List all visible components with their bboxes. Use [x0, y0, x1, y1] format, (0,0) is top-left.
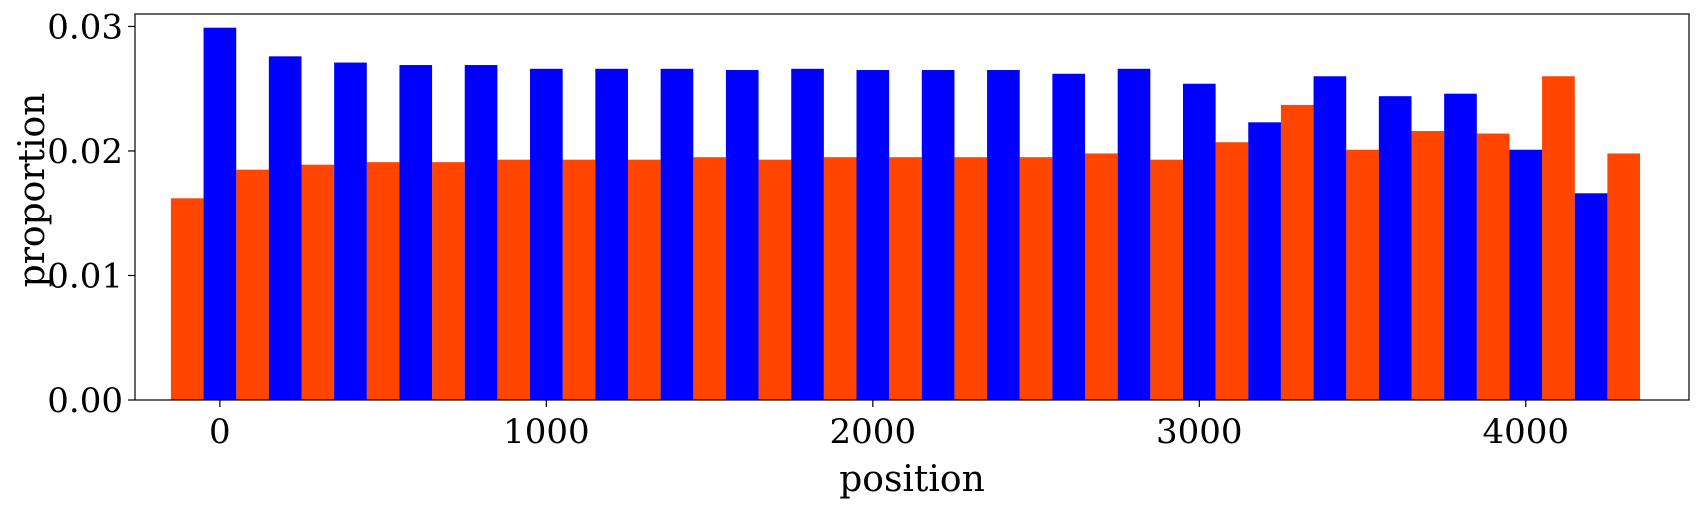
bar-blue-21 [1574, 193, 1608, 400]
bar-blue-6 [595, 68, 628, 400]
bar-blue-15 [1182, 83, 1216, 400]
bar-blue-4 [464, 65, 498, 401]
x-tick-label-4: 4000 [1482, 412, 1569, 452]
bar-orange-6 [562, 159, 596, 400]
bar-blue-20 [1509, 149, 1543, 400]
bar-blue-2 [334, 62, 367, 401]
bar-orange-12 [954, 157, 988, 400]
bar-blue-19 [1444, 93, 1477, 400]
bar-orange-14 [1085, 153, 1118, 400]
bar-orange-19 [1411, 131, 1445, 401]
bar-orange-13 [1019, 157, 1053, 400]
bar-orange-22 [1607, 153, 1641, 400]
bar-orange-17 [1280, 104, 1314, 401]
x-tick-label-2: 2000 [830, 412, 917, 452]
bar-blue-10 [856, 70, 890, 400]
bar-orange-18 [1346, 149, 1379, 400]
x-tick-label-3: 3000 [1156, 412, 1243, 452]
x-axis-label: position [839, 459, 985, 500]
bar-blue-17 [1313, 76, 1347, 400]
bar-orange-21 [1542, 76, 1575, 400]
x-tick-label-0: 0 [209, 412, 231, 452]
bar-orange-4 [432, 162, 465, 400]
bar-blue-3 [399, 65, 433, 401]
bar-orange-20 [1476, 133, 1510, 401]
bar-blue-7 [660, 68, 694, 400]
bar-blue-5 [530, 68, 563, 400]
y-tick-label-2: 0.02 [47, 132, 123, 172]
y-tick-label-0: 0.00 [47, 381, 123, 421]
bar-orange-8 [693, 157, 726, 400]
bar-orange-3 [366, 162, 400, 400]
bar-orange-11 [889, 157, 922, 400]
y-tick-label-3: 0.03 [47, 7, 123, 47]
bar-blue-14 [1117, 68, 1151, 400]
bar-orange-2 [301, 164, 335, 400]
y-axis-label: proportion [12, 93, 53, 288]
bar-blue-8 [725, 70, 759, 400]
bar-blue-16 [1248, 122, 1281, 400]
bar-orange-1 [236, 169, 269, 400]
bar-blue-11 [921, 70, 955, 400]
bar-blue-9 [791, 68, 824, 400]
bar-blue-13 [1052, 73, 1086, 401]
bar-orange-9 [758, 159, 792, 400]
bar-orange-5 [497, 159, 531, 400]
bar-orange-15 [1150, 159, 1183, 400]
bar-blue-0 [203, 27, 237, 400]
y-tick-label-1: 0.01 [47, 256, 123, 296]
x-tick-label-1: 1000 [503, 412, 590, 452]
plot-frame [134, 13, 1690, 401]
bar-blue-18 [1378, 96, 1412, 401]
bars-group [170, 27, 1641, 401]
bar-orange-10 [823, 157, 857, 400]
bar-blue-1 [268, 56, 302, 401]
bar-orange-7 [627, 159, 661, 400]
bar-orange-16 [1215, 142, 1249, 400]
axes-group: 0 1000 2000 3000 4000 0.00 0.01 0.02 0.03 [47, 7, 1690, 452]
bar-blue-12 [987, 70, 1020, 400]
bar-orange-0 [170, 198, 204, 400]
